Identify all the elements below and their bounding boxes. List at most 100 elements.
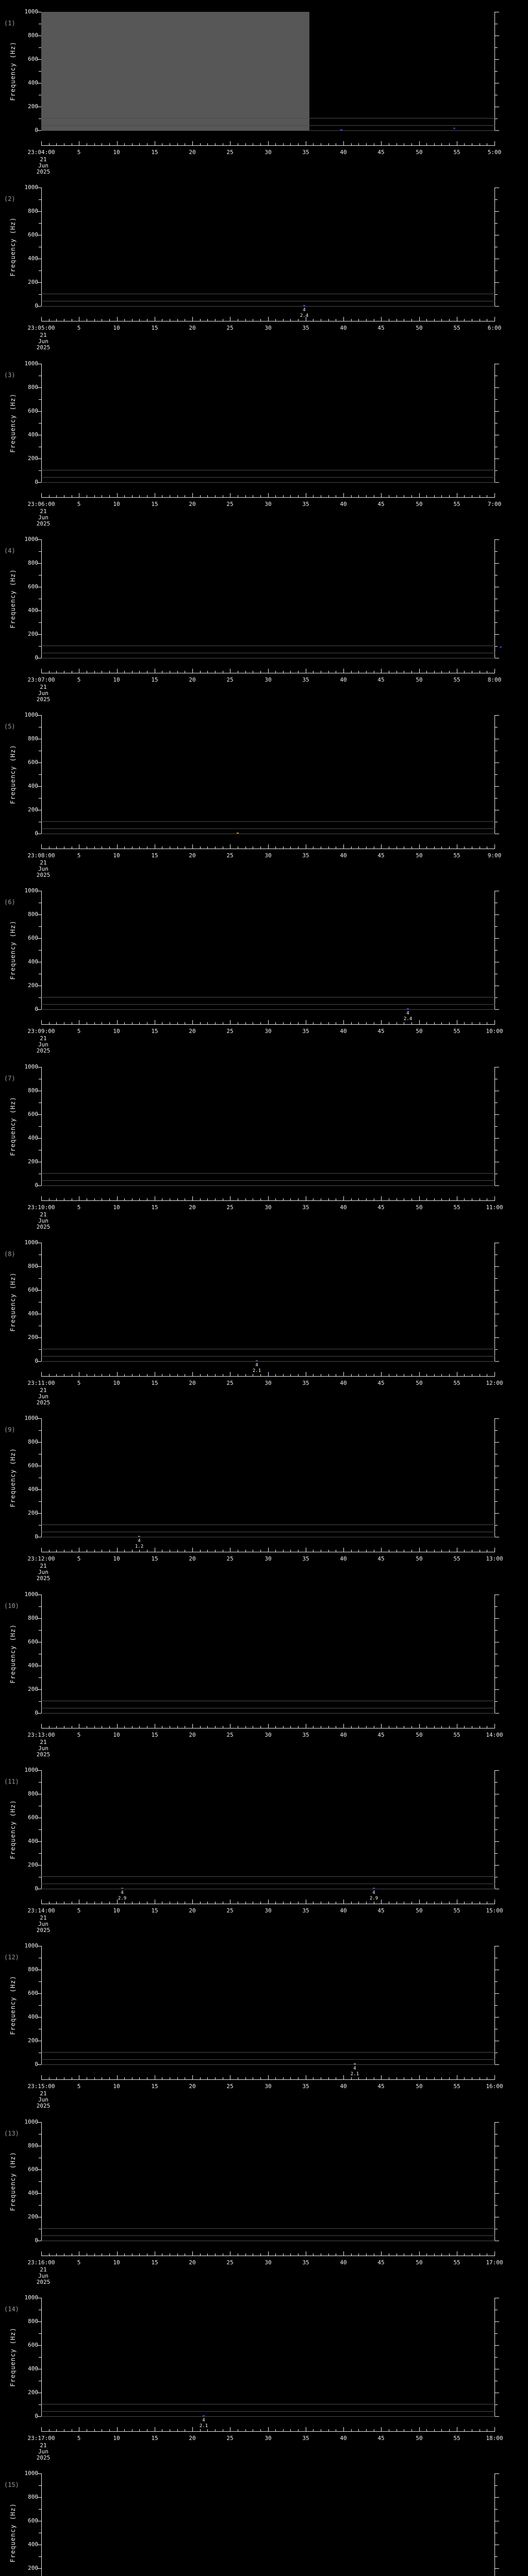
x-tick-label: 25 — [226, 325, 234, 331]
x-tick-label: 15 — [151, 1555, 158, 1562]
date-year: 2025 — [36, 1751, 51, 1758]
x-tick — [283, 1726, 284, 1728]
narrowband-line — [41, 2064, 495, 2065]
x-tick — [94, 1550, 95, 1552]
x-tick — [268, 844, 269, 849]
x-tick-label: 50 — [416, 676, 423, 683]
x-tick — [41, 1372, 42, 1376]
y-tick — [37, 306, 41, 307]
date-year: 2025 — [36, 696, 51, 703]
x-tick — [56, 143, 57, 145]
x-axis-end-time: 12:00 — [486, 1380, 503, 1386]
x-tick — [207, 1022, 208, 1024]
x-tick-label: 55 — [453, 1907, 460, 1914]
x-tick — [56, 2077, 57, 2079]
x-tick — [366, 1726, 367, 1728]
y-tick-label: 400 — [28, 783, 38, 789]
x-tick — [328, 1198, 329, 1200]
right-axis-line — [494, 2473, 495, 2576]
y-tick — [39, 774, 41, 775]
x-tick — [109, 2429, 110, 2431]
spectrogram-panel: (3) Frequency (Hz) 0 200 400 600 800 100… — [0, 352, 528, 528]
x-tick — [177, 1902, 178, 1904]
x-tick — [366, 495, 367, 497]
x-tick — [426, 495, 427, 497]
x-tick-label: 35 — [302, 325, 309, 331]
y-tick — [39, 1278, 41, 1279]
x-tick — [94, 1726, 95, 1728]
x-tick — [200, 495, 201, 497]
event-phase-label: 4 — [406, 1011, 409, 1016]
x-tick — [411, 1022, 412, 1024]
y-tick — [37, 2122, 41, 2123]
x-tick-label: 20 — [189, 852, 196, 859]
y-tick — [495, 1349, 498, 1350]
x-tick — [207, 1374, 208, 1376]
x-tick-label: 35 — [302, 852, 309, 859]
y-tick — [495, 2404, 498, 2405]
x-tick-label: 10 — [113, 1380, 120, 1386]
x-tick-label: 15 — [151, 1732, 158, 1738]
y-axis-line — [41, 715, 42, 834]
panel-index-label: (8) — [4, 1250, 15, 1258]
y-axis-line — [41, 1770, 42, 1889]
x-axis-start-time: 23:07:00 — [27, 676, 55, 683]
y-tick-label: 0 — [35, 1182, 38, 1189]
x-tick — [109, 143, 110, 145]
x-tick-label: 35 — [302, 149, 309, 156]
x-tick — [381, 2427, 382, 2431]
x-tick — [494, 1548, 495, 1552]
detection-speck — [354, 2063, 355, 2064]
x-tick-label: 25 — [226, 149, 234, 156]
y-tick-label: 0 — [35, 2413, 38, 2419]
x-tick-label: 5 — [77, 852, 81, 859]
x-tick-label: 20 — [189, 1907, 196, 1914]
x-tick-label: 45 — [377, 852, 385, 859]
y-tick — [37, 1114, 41, 1115]
y-tick — [495, 1618, 499, 1619]
x-tick — [139, 846, 140, 849]
x-tick — [132, 143, 133, 145]
x-tick — [245, 1198, 246, 1200]
date-month: Jun — [38, 1393, 48, 1400]
x-tick — [109, 1022, 110, 1024]
y-axis-line — [41, 1946, 42, 2065]
y-tick — [495, 1501, 498, 1502]
y-tick — [495, 282, 499, 283]
x-tick-label: 20 — [189, 325, 196, 331]
x-tick — [192, 1548, 193, 1552]
x-tick — [192, 844, 193, 849]
y-tick — [495, 1525, 498, 1526]
y-tick — [495, 786, 499, 787]
x-tick — [358, 143, 359, 145]
x-tick-label: 35 — [302, 501, 309, 507]
x-axis-start-time: 23:14:00 — [27, 1907, 55, 1914]
x-tick-label: 15 — [151, 149, 158, 156]
x-tick — [139, 1726, 140, 1728]
y-axis-title: Frequency (Hz) — [9, 1975, 16, 2035]
date-year: 2025 — [36, 1224, 51, 1230]
detection-speck — [453, 128, 455, 129]
x-tick — [268, 1196, 269, 1200]
y-tick — [37, 1290, 41, 1291]
x-tick — [358, 846, 359, 849]
x-tick — [215, 2253, 216, 2256]
y-axis-line — [41, 364, 42, 483]
x-axis-start-time: 23:15:00 — [27, 2083, 55, 2090]
x-axis-line — [41, 2079, 495, 2080]
x-tick — [434, 1022, 435, 1024]
y-tick — [37, 762, 41, 763]
x-tick — [290, 1550, 291, 1552]
x-tick — [283, 846, 284, 849]
x-tick — [290, 319, 291, 321]
y-tick-label: 400 — [28, 2365, 38, 2372]
x-tick-label: 55 — [453, 2435, 460, 2442]
x-tick-label: 15 — [151, 325, 158, 331]
y-tick — [495, 2205, 498, 2206]
x-tick — [381, 1548, 382, 1552]
y-tick — [37, 482, 41, 483]
x-tick — [426, 143, 427, 145]
event-value-label: 2.4 — [403, 1016, 412, 1022]
y-tick — [39, 1701, 41, 1702]
y-tick-label: 800 — [28, 911, 38, 918]
